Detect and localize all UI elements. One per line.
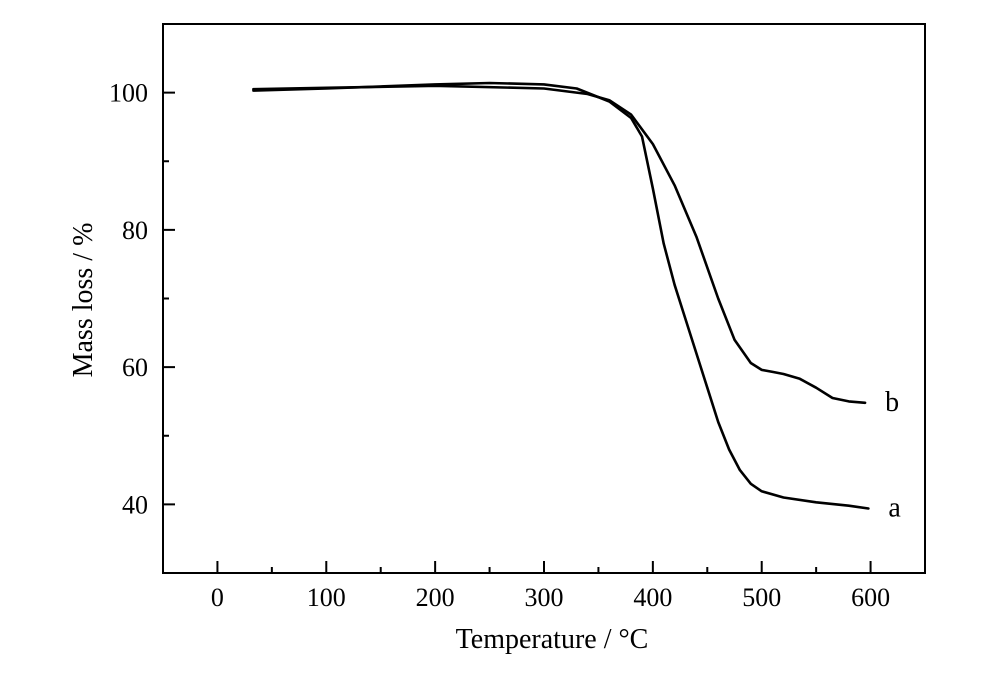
y-axis: 40 60 80 100 [109,79,175,519]
x-tick-label: 500 [742,583,781,612]
y-tick-label: 100 [109,79,148,108]
x-tick-label: 100 [307,583,346,612]
y-tick-label: 40 [122,490,148,519]
plot-frame [162,23,926,574]
series-label-b: b [885,387,899,418]
x-tick-label: 0 [211,583,224,612]
axis-frame-group [162,23,926,574]
curve-b [252,84,867,405]
x-axis-label: Temperature / °C [456,624,649,655]
y-tick-label: 60 [122,353,148,382]
x-tick-label: 600 [851,583,890,612]
x-tick-label: 200 [416,583,455,612]
x-tick-label: 300 [525,583,564,612]
series-label-a: a [888,492,901,523]
y-axis-label: Mass loss / % [68,223,99,378]
x-axis: 0 100 200 300 400 500 600 [162,561,890,612]
curves [252,81,870,510]
x-tick-label: 400 [633,583,672,612]
y-tick-label: 80 [122,216,148,245]
curve-a [252,81,870,510]
series-labels: ab [885,387,901,524]
